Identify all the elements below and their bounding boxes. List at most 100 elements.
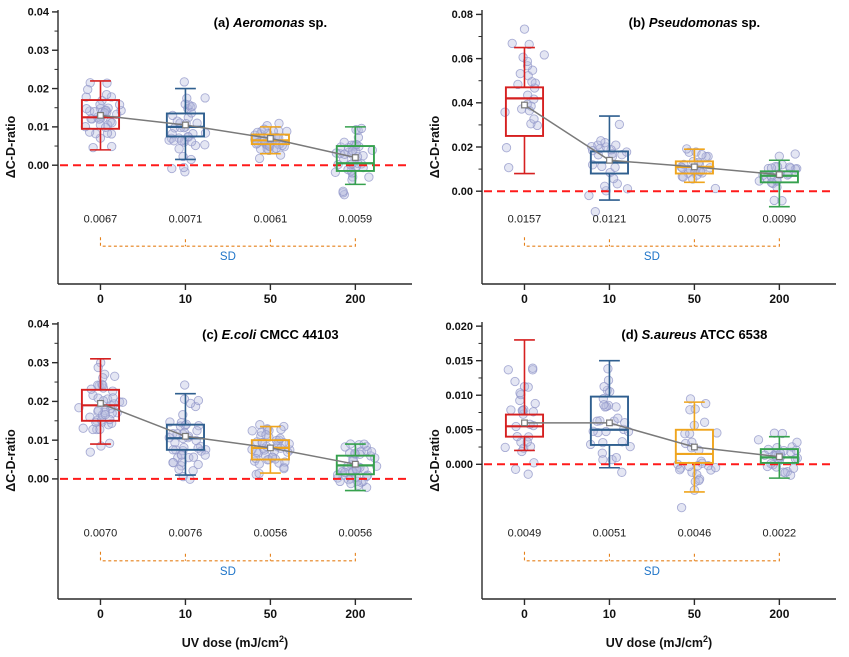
box-iqr: [504, 86, 545, 137]
x-tick-label: 50: [264, 292, 278, 306]
sd-value-label: 0.0051: [593, 528, 627, 540]
scatter-point: [338, 186, 348, 196]
scatter-point: [200, 450, 210, 460]
y-axis-label: ΔC-D-ratio: [428, 429, 442, 492]
y-tick-label: 0.000: [445, 459, 473, 471]
y-tick-label: 0.020: [445, 321, 473, 333]
scatter-point: [500, 442, 510, 453]
y-tick-label: 0.06: [452, 53, 473, 65]
sd-value-label: 0.0056: [254, 528, 288, 540]
scatter-point: [774, 151, 784, 161]
sd-value-label: 0.0121: [593, 213, 627, 225]
sd-bracket: [523, 237, 780, 247]
scatter-point: [503, 365, 513, 375]
mean-marker: [182, 432, 189, 440]
sd-caption: SD: [220, 566, 236, 578]
panel-title: (a) Aeromonas sp.: [214, 15, 327, 30]
scatter-point: [610, 162, 620, 172]
scatter-point: [100, 409, 110, 420]
panel-d-saureus: 0.000 0.005 0.010 0.015 0.020 0 10 50 200 ΔC-D-ra…: [424, 312, 849, 657]
scatter-point: [180, 380, 190, 390]
scatter-point: [608, 173, 619, 184]
x-tick-label: 10: [603, 607, 617, 621]
scatter-point: [753, 435, 764, 445]
scatter-point: [193, 443, 203, 453]
scatter-point: [694, 475, 704, 486]
sd-value-label: 0.0075: [678, 213, 712, 225]
scatter-point: [89, 107, 100, 117]
y-tick-label: 0.015: [445, 355, 473, 367]
x-tick-label: 200: [769, 607, 789, 621]
scatter-point: [510, 376, 520, 387]
scatter-point: [592, 416, 602, 426]
panel-b-pseudomonas: 0.00 0.02 0.04 0.06 0.08 0 10 50 200 ΔC-D-ratio 0.…: [424, 0, 849, 312]
y-axis-label: ΔC-D-ratio: [4, 429, 18, 492]
x-tick-label: 50: [688, 607, 702, 621]
x-tick-label: 200: [345, 607, 365, 621]
x-tick-label: 0: [97, 292, 104, 306]
sd-bracket: [99, 551, 356, 562]
x-axis-label: UV dose (mJ/cm2): [182, 634, 288, 650]
scatter-point: [177, 457, 187, 467]
scatter-point: [507, 38, 517, 49]
mean-marker: [97, 399, 104, 407]
panel-title: (c) E.coli CMCC 44103: [202, 327, 339, 342]
scatter-point: [501, 143, 512, 153]
scatter-point: [529, 114, 539, 124]
mean-marker: [521, 419, 528, 427]
mean-trend-line: [100, 402, 356, 465]
scatter-point: [769, 195, 779, 206]
boxplot-panel-c: 0.00 0.01 0.02 0.03 0.04 0 10 50 200 ΔC-D-ratio UV…: [4, 319, 412, 650]
scatter-point: [613, 413, 623, 423]
scatter-point: [701, 398, 711, 409]
sd-value-label: 0.0022: [763, 528, 797, 540]
box-iqr: [589, 395, 629, 446]
scatter-point: [754, 176, 764, 186]
mean-marker: [351, 460, 359, 468]
box-iqr: [250, 439, 290, 461]
box-group-dose-0: [80, 358, 121, 445]
scatter-points: [74, 358, 382, 493]
sd-value-label: 0.0046: [678, 528, 712, 540]
y-tick-label: 0.03: [28, 45, 49, 57]
scatter-point: [275, 150, 286, 160]
scatter-point: [255, 420, 265, 430]
x-tick-label: 50: [264, 607, 278, 621]
scatter-points: [500, 363, 802, 513]
scatter-point: [364, 172, 374, 182]
scatter-point: [193, 395, 204, 406]
scatter-point: [524, 39, 534, 50]
sd-value-label: 0.0061: [254, 213, 288, 225]
scatter-point: [168, 458, 178, 468]
mean-marker: [351, 154, 359, 161]
sd-value-label: 0.0070: [84, 528, 118, 540]
sd-value-label: 0.0157: [508, 213, 542, 225]
scatter-point: [606, 145, 616, 155]
box-group-dose-0: [504, 46, 545, 175]
x-tick-label: 0: [521, 292, 528, 306]
y-tick-label: 0.03: [28, 357, 49, 369]
scatter-point: [193, 459, 203, 470]
scatter-point: [101, 105, 111, 115]
sd-caption: SD: [644, 566, 660, 578]
y-tick-label: 0.01: [28, 435, 49, 447]
box-iqr: [759, 448, 799, 464]
box-group-dose-10: [589, 359, 629, 469]
scatter-point: [192, 426, 202, 436]
x-tick-label: 10: [603, 292, 617, 306]
scatter-point: [515, 388, 525, 398]
scatter-point: [515, 68, 525, 79]
scatter-point: [780, 468, 790, 478]
scatter-point: [600, 181, 610, 191]
scatter-point: [93, 405, 103, 415]
scatter-point: [282, 126, 292, 137]
panel-a-aeromonas: 0.00 0.01 0.02 0.03 0.04 0 10 50 200 ΔC-D-ratio 0.…: [0, 0, 424, 312]
scatter-point: [712, 428, 722, 438]
box-group-dose-200: [335, 126, 375, 186]
scatter-point: [261, 430, 271, 440]
box-iqr: [674, 428, 714, 464]
scatter-point: [685, 394, 696, 404]
box-iqr: [335, 145, 375, 172]
sd-value-label: 0.0067: [84, 213, 118, 225]
scatter-point: [83, 84, 93, 95]
